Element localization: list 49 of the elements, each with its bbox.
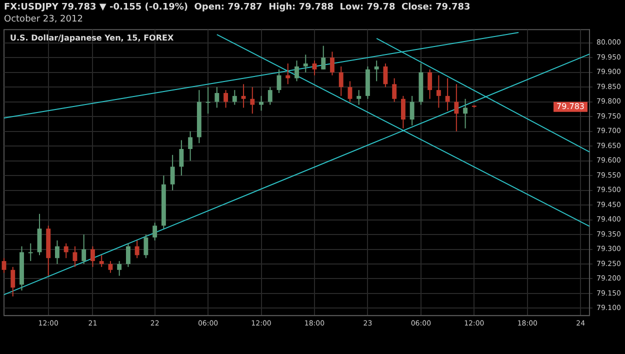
candlestick	[392, 78, 397, 102]
candlestick	[410, 95, 414, 126]
candlestick	[330, 51, 334, 76]
candlestick	[224, 90, 228, 108]
candlestick	[400, 95, 406, 129]
candlestick	[454, 84, 459, 132]
candlestick	[170, 154, 175, 191]
candlestick	[374, 60, 379, 82]
candlestick	[188, 130, 193, 162]
candlestick	[383, 63, 388, 88]
candlestick	[250, 86, 255, 114]
candlestick	[99, 254, 104, 268]
candlestick	[445, 78, 450, 112]
candlestick	[179, 140, 184, 176]
annotation: 79.783	[556, 102, 585, 111]
candlestick	[214, 86, 220, 108]
candlestick	[144, 234, 148, 259]
candlestick	[28, 242, 33, 262]
candlestick	[356, 90, 362, 106]
candlestick	[55, 240, 60, 264]
candlestick	[10, 266, 16, 297]
candlestick	[82, 234, 86, 264]
candlestick	[37, 213, 42, 256]
candlestick	[428, 68, 432, 100]
candlestick	[206, 86, 210, 114]
candlestick	[463, 98, 468, 129]
candlestick	[241, 84, 246, 108]
chart-subtitle: October 23, 2012	[4, 14, 83, 25]
candlestick	[338, 66, 344, 96]
candlestick	[312, 60, 317, 76]
candlestick	[268, 86, 272, 106]
candlestick	[2, 258, 6, 274]
chart-title: FX:USDJPY 79.783 ▼ -0.155 (-0.19%) Open: 79.787 High: 79.788 Low: 79.78 Close: 79.783	[4, 2, 470, 13]
candlestick	[259, 95, 264, 112]
candlestick	[303, 54, 308, 73]
candlestick	[436, 74, 441, 108]
candlestick	[90, 246, 95, 268]
candlestick	[232, 90, 237, 106]
candlestick	[294, 60, 299, 82]
candlestick	[134, 240, 140, 259]
candlestick	[152, 222, 158, 241]
candlestick	[321, 45, 326, 70]
annotation: U.S. Dollar/Japanese Yen, 15, FOREX	[10, 34, 174, 43]
candlestick	[72, 246, 78, 268]
candlestick	[348, 80, 352, 102]
candlestick	[117, 260, 122, 276]
candlestick	[126, 242, 130, 268]
candlestick	[64, 242, 68, 259]
candlestick	[108, 260, 113, 274]
